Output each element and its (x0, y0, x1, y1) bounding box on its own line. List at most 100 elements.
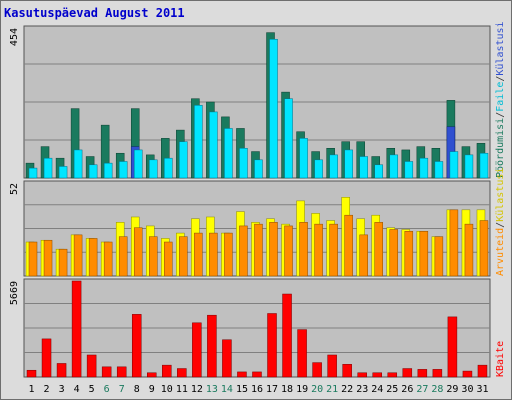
bar-faile (224, 128, 233, 179)
bar-faile (28, 167, 38, 179)
bar-faile (194, 105, 203, 179)
bar-arvuteid (149, 236, 158, 277)
bar-kbaite (387, 372, 398, 378)
bar-arvuteid (284, 225, 293, 277)
bar-faile (43, 157, 53, 179)
bar-arvuteid (73, 234, 83, 277)
bar-kbaite (372, 372, 382, 378)
x-tick-label: 21 (326, 384, 338, 395)
bar-kbaite (462, 370, 473, 378)
bar-kbaite (56, 363, 67, 378)
bar-faile (133, 149, 143, 179)
bar-arvuteid (88, 238, 98, 277)
bar-faile (103, 162, 113, 179)
legend-top-separator: / (495, 76, 506, 82)
bar-arvuteid (434, 236, 444, 277)
bar-kbaite (417, 369, 428, 378)
x-tick-label: 15 (236, 384, 248, 395)
bar-arvuteid (179, 236, 188, 277)
bar-faile (88, 164, 98, 179)
top-ymax-label: 454 (9, 28, 20, 46)
bar-arvuteid (449, 209, 459, 277)
x-tick-label: 14 (221, 384, 233, 395)
bar-faile (164, 157, 173, 179)
bottom-ymax-label: 5669 (9, 281, 20, 305)
bar-arvuteid (194, 232, 203, 277)
bar-kbaite (312, 362, 322, 378)
x-tick-label: 24 (371, 384, 383, 395)
bar-faile (344, 149, 353, 179)
bar-arvuteid (389, 229, 399, 277)
bar-faile (73, 149, 83, 179)
bar-arvuteid (118, 236, 128, 277)
bar-arvuteid (329, 223, 338, 277)
x-tick-label: 25 (386, 384, 398, 395)
legend-middle: Arvuteid/Külastusi (495, 168, 506, 276)
bar-kbaite (342, 364, 352, 378)
bar-faile (464, 154, 474, 179)
bar-faile (449, 151, 459, 179)
bar-arvuteid (464, 223, 474, 277)
legend-top: Pöördumisi/Faile/Külastusi (495, 21, 506, 178)
bar-faile (419, 157, 429, 179)
x-tick-label: 5 (89, 384, 95, 395)
bar-kbaite (222, 339, 232, 378)
x-tick-label: 4 (74, 384, 80, 395)
bar-faile (389, 154, 399, 179)
x-tick-label: 3 (59, 384, 65, 395)
bar-arvuteid (359, 234, 368, 277)
bar-arvuteid (314, 223, 323, 277)
x-tick-label: 6 (104, 384, 110, 395)
x-tick-label: 2 (44, 384, 50, 395)
bar-arvuteid (209, 232, 218, 277)
bar-faile (179, 141, 188, 179)
x-tick-label: 10 (161, 384, 173, 395)
x-tick-label: 1 (29, 384, 35, 395)
bar-faile (58, 166, 68, 179)
x-tick-label: 7 (119, 384, 125, 395)
bar-kbaite (147, 372, 157, 378)
bar-arvuteid (404, 231, 414, 277)
bar-arvuteid (299, 222, 308, 277)
bar-arvuteid (103, 241, 113, 277)
x-tick-label: 22 (341, 384, 353, 395)
bar-kbaite (131, 314, 142, 378)
x-tick-label: 31 (476, 384, 488, 395)
bar-arvuteid (164, 241, 173, 277)
legend-middle-item: Külastusi (495, 168, 506, 222)
bar-kbaite (116, 366, 127, 378)
legend-middle-separator: / (495, 222, 506, 228)
bar-arvuteid (419, 231, 429, 277)
bar-kbaite (207, 314, 217, 378)
x-tick-label: 23 (356, 384, 368, 395)
bar-arvuteid (28, 241, 38, 277)
legend-top-item: Faile (495, 82, 506, 112)
x-tick-label: 26 (401, 384, 413, 395)
bar-kbaite (101, 366, 112, 378)
bar-faile (209, 111, 218, 179)
bar-arvuteid (239, 225, 248, 277)
legend-middle-item: Arvuteid (495, 228, 506, 276)
bar-faile (118, 161, 128, 179)
x-tick-label: 18 (281, 384, 293, 395)
x-tick-label: 16 (251, 384, 263, 395)
bar-arvuteid (58, 248, 68, 277)
x-tick-label: 17 (266, 384, 278, 395)
bar-kbaite (41, 338, 52, 378)
bar-arvuteid (133, 227, 143, 277)
bar-arvuteid (344, 214, 353, 277)
bar-arvuteid (269, 222, 278, 277)
bar-kbaite (282, 293, 292, 378)
bar-faile (374, 164, 383, 179)
bar-arvuteid (479, 220, 489, 277)
legend-top-item: Külastusi (495, 21, 506, 75)
x-tick-label: 30 (461, 384, 473, 395)
middle-ymax-label: 52 (9, 183, 20, 195)
bar-arvuteid (254, 223, 263, 277)
bar-faile (314, 159, 323, 179)
bar-kbaite (267, 313, 277, 378)
legend-bottom-item: KBaite (495, 341, 506, 377)
bar-faile (149, 159, 158, 179)
legend-top-separator: / (495, 112, 506, 118)
bar-faile (404, 161, 414, 179)
